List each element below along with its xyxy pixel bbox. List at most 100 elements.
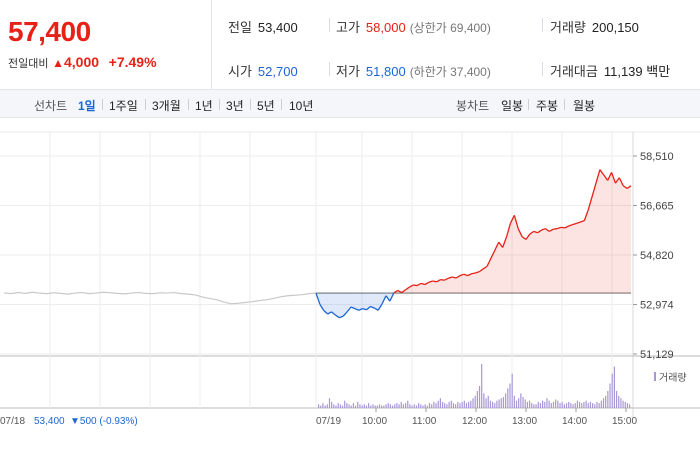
- volume-bar: [452, 403, 455, 408]
- volume-bar: [415, 405, 418, 408]
- prev-day-close-label: 53,400: [34, 416, 65, 427]
- volume-bar: [354, 405, 357, 408]
- volume-bar: [359, 404, 361, 408]
- volume-bar: [583, 401, 585, 408]
- today-down-fill: [366, 293, 371, 310]
- volume-bar: [424, 404, 426, 408]
- today-down-line: [366, 305, 371, 311]
- period-3m[interactable]: 3개월: [152, 99, 181, 113]
- candle-monthly[interactable]: 월봉: [573, 99, 596, 113]
- today-up-line: [448, 276, 453, 279]
- period-1d[interactable]: 1일: [78, 99, 96, 113]
- today-up-line: [587, 196, 593, 211]
- today-up-fill: [541, 228, 546, 294]
- prev-close-value: 53,400: [257, 20, 298, 35]
- volume-bar: [402, 404, 405, 408]
- price-chart: 58,510 56,665 54,820 52,974 51,129 거래량 07/18 53…: [0, 131, 700, 427]
- today-up-line: [610, 172, 617, 184]
- volume-bar: [378, 404, 381, 408]
- volume-bar: [494, 403, 496, 408]
- period-5y[interactable]: 5년: [257, 99, 275, 113]
- volume-legend-swatch: [654, 372, 656, 381]
- volume-bar: [544, 401, 546, 408]
- today-up-line: [564, 225, 570, 229]
- today-up-fill: [584, 209, 589, 294]
- chart-labels: 58,510 56,665 54,820 52,974 51,129 거래량 07/18 53…: [0, 151, 687, 427]
- divider: [564, 99, 565, 110]
- today-up-fill: [545, 228, 550, 294]
- today-up-fill: [440, 279, 445, 294]
- volume-bar: [626, 403, 629, 408]
- volume-bar: [561, 401, 563, 408]
- today-up-line: [572, 222, 577, 226]
- today-down-fill: [319, 293, 324, 311]
- volume-bar: [337, 403, 339, 408]
- chart-lines: [3, 169, 632, 319]
- volume-bar: [320, 405, 322, 408]
- period-10y[interactable]: 10년: [289, 99, 314, 113]
- today-down-fill: [331, 293, 336, 316]
- volume-bar: [476, 390, 478, 408]
- volume-bar: [328, 398, 331, 408]
- today-up-fill: [424, 282, 429, 294]
- today-up-fill: [599, 169, 604, 294]
- today-up-fill: [479, 268, 484, 294]
- volume-bar: [361, 405, 363, 408]
- volume-bar: [326, 404, 328, 408]
- today-up-fill: [623, 185, 628, 294]
- today-down-fill: [358, 293, 363, 311]
- prev-day-date-label: 07/18: [0, 416, 25, 427]
- today-up-fill: [592, 183, 596, 294]
- period-1y[interactable]: 1년: [195, 99, 213, 113]
- today-down-line: [331, 311, 336, 316]
- divider: [102, 99, 103, 110]
- volume-bar: [357, 401, 359, 408]
- today-up-line: [618, 177, 624, 187]
- period-3y[interactable]: 3년: [226, 99, 244, 113]
- candle-chart-label: 봉차트: [456, 99, 490, 113]
- period-1w[interactable]: 1주일: [109, 99, 138, 113]
- today-up-line: [599, 169, 605, 176]
- today-up-fill: [498, 242, 503, 294]
- volume-bar: [387, 403, 389, 408]
- today-down-line: [381, 295, 387, 305]
- volume-bar: [420, 404, 422, 408]
- today-up-line: [490, 249, 496, 259]
- today-up-fill: [463, 274, 468, 294]
- volume-bar: [481, 364, 483, 408]
- volume-bar: [339, 404, 341, 408]
- volume-summary: 거래량 200,150: [550, 17, 639, 36]
- current-price: 57,400: [8, 16, 91, 47]
- volume-bar: [568, 401, 570, 408]
- candle-daily[interactable]: 일봉: [501, 99, 524, 113]
- candle-weekly[interactable]: 주봉: [536, 99, 559, 113]
- today-up-fill: [421, 283, 425, 294]
- volume-bar: [615, 390, 618, 408]
- today-up-fill: [549, 229, 554, 294]
- today-up-line: [502, 236, 508, 248]
- volume-bar: [602, 398, 605, 408]
- today-up-line: [405, 286, 410, 291]
- today-up-line: [537, 229, 542, 234]
- today-up-line: [626, 185, 632, 189]
- volume-bar: [324, 405, 326, 408]
- open-label: 시가: [228, 64, 252, 79]
- volume-bar: [331, 401, 333, 408]
- today-down-line: [319, 303, 325, 311]
- volume-bar: [444, 403, 446, 408]
- volume-bar: [470, 400, 472, 408]
- volume-bar: [559, 403, 561, 408]
- volume-bar: [426, 405, 428, 408]
- today-up-line: [580, 220, 585, 223]
- change-label: 전일대비: [8, 58, 49, 70]
- today-down-fill: [354, 293, 359, 311]
- volume-bar: [522, 397, 524, 408]
- volume-bar: [618, 395, 620, 408]
- volume-bar: [435, 403, 437, 408]
- today-up-line: [478, 268, 484, 273]
- today-up-line: [420, 282, 426, 286]
- today-up-fill: [607, 172, 612, 294]
- open-price: 시가 52,700: [228, 61, 298, 80]
- x-tick-label: 10:00: [362, 416, 387, 427]
